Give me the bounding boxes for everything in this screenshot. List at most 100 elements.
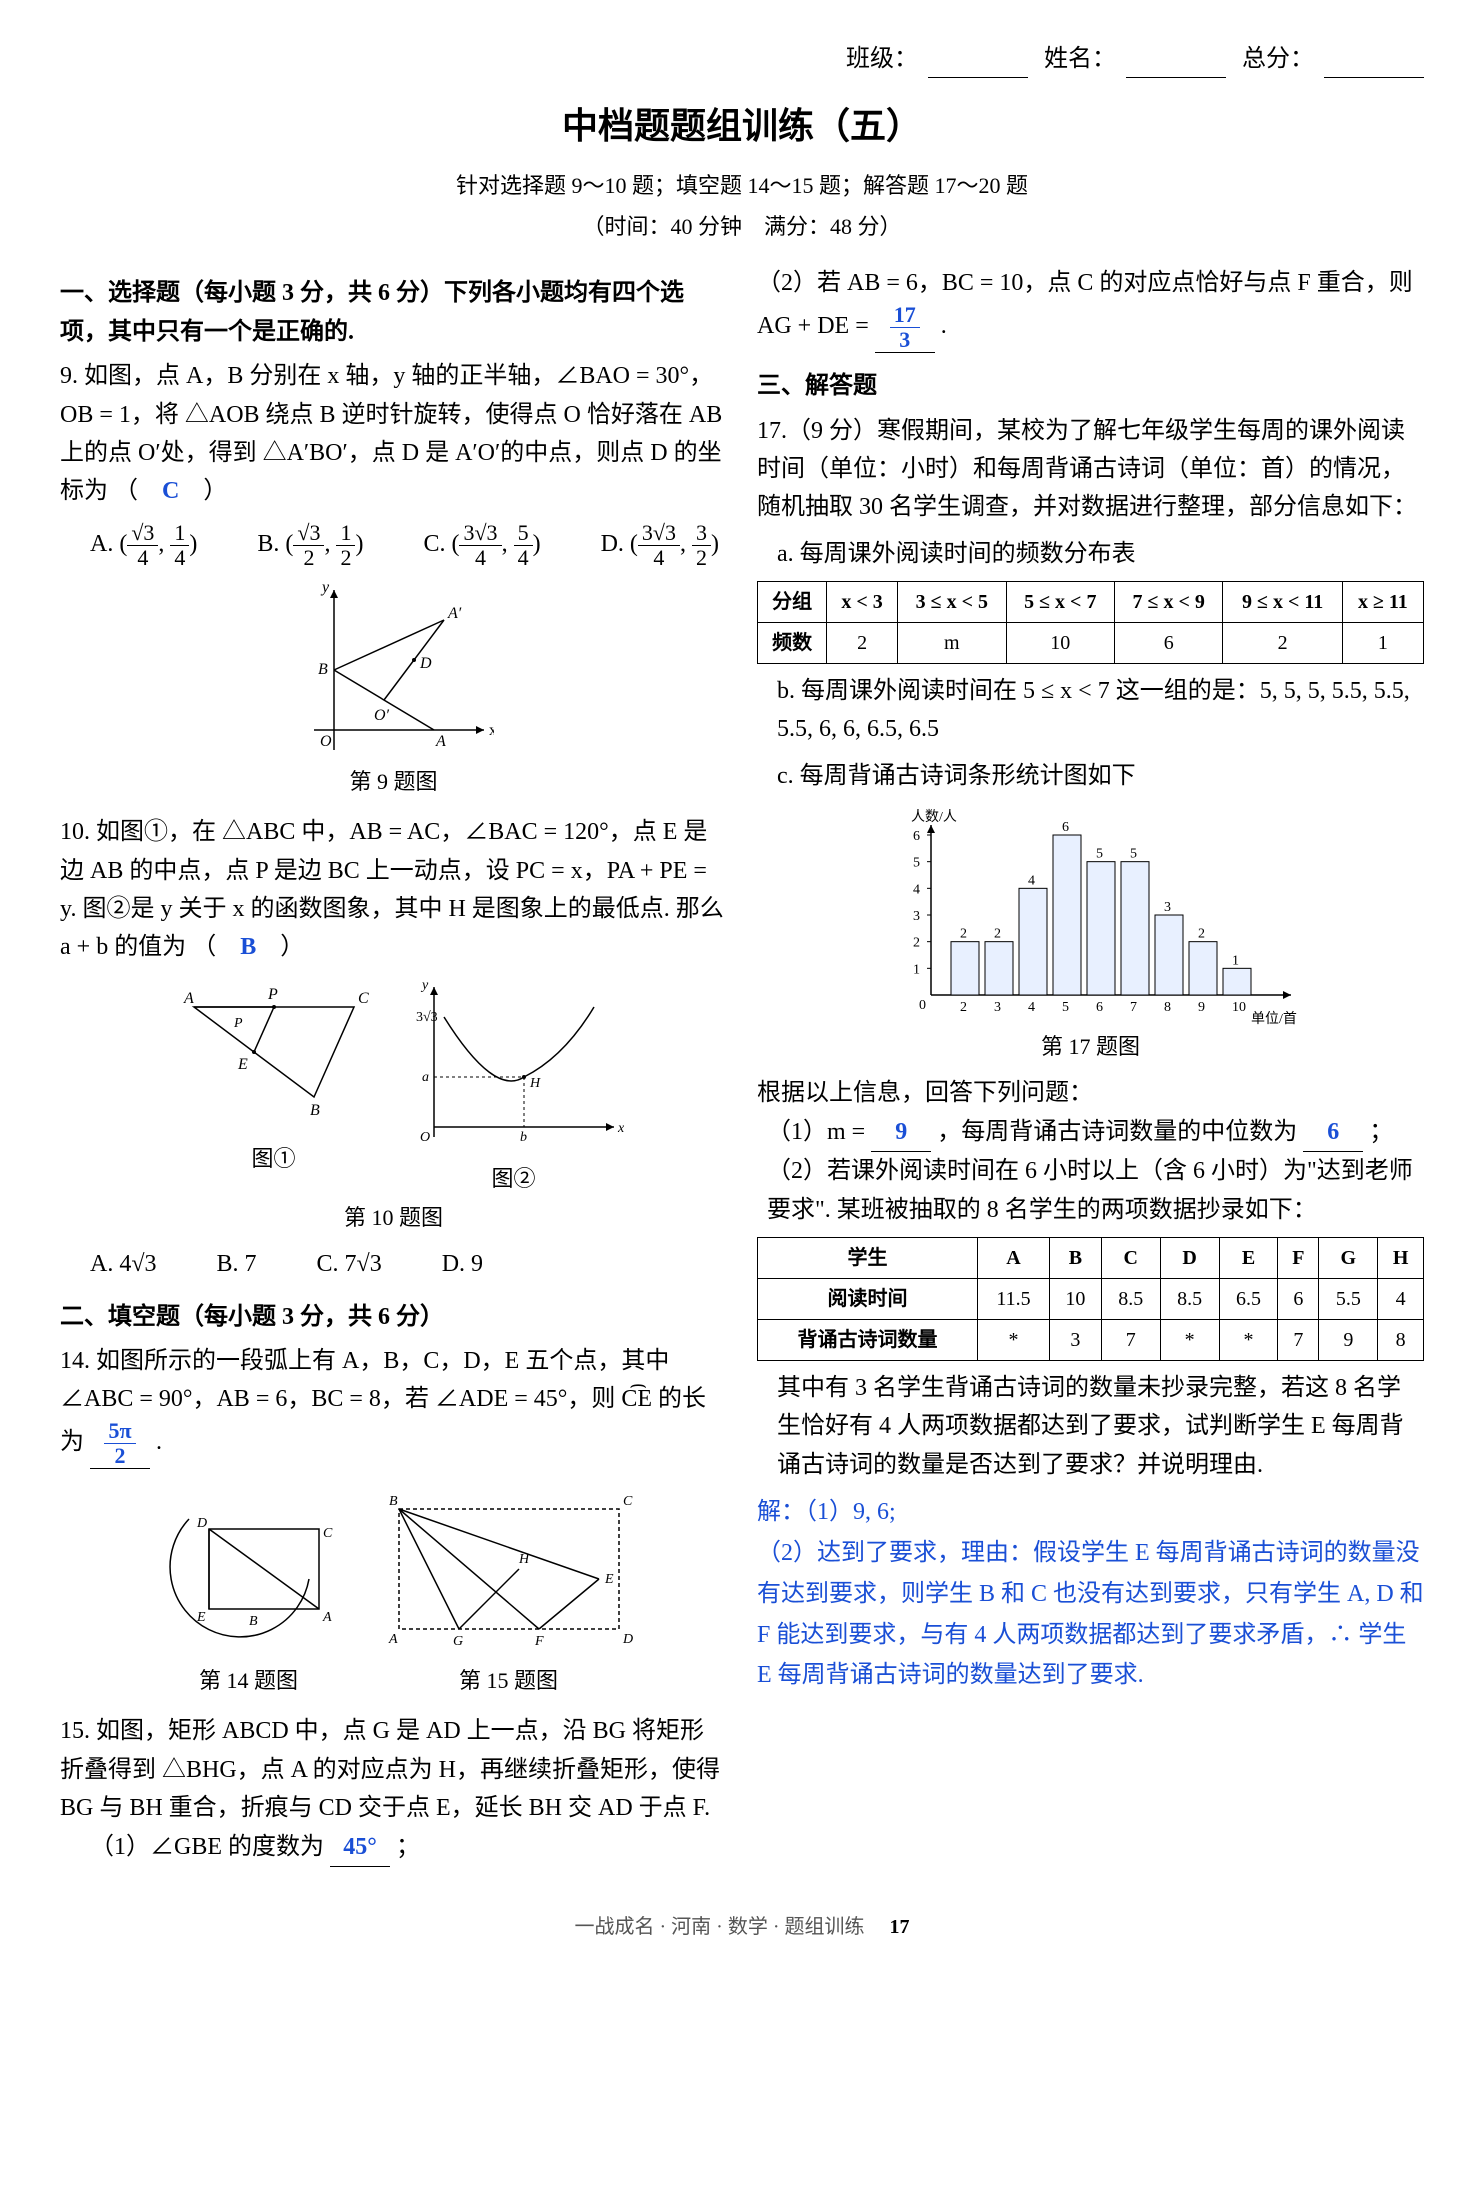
- q17-p2-after: 其中有 3 名学生背诵古诗词的数量未抄录完整，若这 8 名学生恰好有 4 人两项…: [777, 1369, 1424, 1484]
- svg-text:6: 6: [913, 829, 920, 844]
- svg-text:2: 2: [1198, 927, 1205, 942]
- svg-text:E: E: [196, 1610, 206, 1625]
- svg-text:F: F: [534, 1634, 544, 1649]
- q17-solution: 解：（1）9, 6; （2）达到了要求，理由：假设学生 E 每周背诵古诗词的数量…: [757, 1492, 1424, 1696]
- section-1-head: 一、选择题（每小题 3 分，共 6 分）下列各小题均有四个选项，其中只有一个是正…: [60, 274, 727, 351]
- q17-p2: （2）若课外阅读时间在 6 小时以上（含 6 小时）为"达到老师要求". 某班被…: [767, 1152, 1424, 1229]
- svg-text:单位/首: 单位/首: [1251, 1011, 1297, 1025]
- svg-text:10: 10: [1232, 1000, 1246, 1015]
- svg-text:A: A: [183, 990, 194, 1007]
- score-label: 总分：: [1242, 46, 1314, 72]
- svg-text:O: O: [320, 733, 332, 750]
- question-15: 15. 如图，矩形 ABCD 中，点 G 是 AD 上一点，沿 BG 将矩形折叠…: [60, 1712, 727, 1867]
- q17-b: b. 每周课外阅读时间在 5 ≤ x < 7 这一组的是：5, 5, 5, 5.…: [777, 672, 1424, 749]
- svg-text:x: x: [489, 722, 494, 739]
- svg-text:A′: A′: [447, 605, 462, 622]
- svg-text:9: 9: [1198, 1000, 1205, 1015]
- svg-text:0: 0: [919, 998, 926, 1013]
- class-blank[interactable]: [928, 54, 1028, 78]
- class-label: 班级：: [846, 46, 918, 72]
- q14-q15-figures: D C E A B 第 14 题图 B: [60, 1479, 727, 1698]
- svg-text:1: 1: [913, 963, 920, 978]
- q17-table-a: 分组x < 33 ≤ x < 55 ≤ x < 77 ≤ x < 99 ≤ x …: [757, 581, 1424, 664]
- q17-after: 根据以上信息，回答下列问题：: [757, 1074, 1424, 1112]
- svg-text:B: B: [389, 1494, 398, 1509]
- q9-fig-label: 第 9 题图: [60, 764, 727, 799]
- svg-text:7: 7: [1130, 1000, 1137, 1015]
- footer: 一战成名 · 河南 · 数学 · 题组训练 17: [60, 1911, 1424, 1943]
- svg-text:E: E: [237, 1056, 248, 1073]
- svg-text:4: 4: [1028, 1000, 1035, 1015]
- page-title: 中档题题组训练（五）: [60, 98, 1424, 156]
- q10-fig-label: 第 10 题图: [60, 1200, 727, 1235]
- svg-text:O: O: [420, 1130, 430, 1145]
- svg-text:D: D: [419, 655, 432, 672]
- name-blank[interactable]: [1126, 54, 1226, 78]
- question-17: 17.（9 分）寒假期间，某校为了解七年级学生每周的课外阅读时间（单位：小时）和…: [757, 412, 1424, 1697]
- svg-text:b: b: [520, 1130, 527, 1145]
- section-2-head: 二、填空题（每小题 3 分，共 6 分）: [60, 1298, 727, 1336]
- svg-text:3: 3: [1164, 900, 1171, 915]
- q17-c: c. 每周背诵古诗词条形统计图如下: [777, 757, 1424, 795]
- svg-text:H: H: [529, 1076, 541, 1091]
- svg-text:H: H: [518, 1552, 530, 1567]
- svg-text:C: C: [358, 990, 369, 1007]
- svg-text:A: A: [388, 1632, 398, 1647]
- svg-text:8: 8: [1164, 1000, 1171, 1015]
- svg-text:B: B: [318, 661, 328, 678]
- question-14: 14. 如图所示的一段弧上有 A，B，C，D，E 五个点，其中 ∠ABC = 9…: [60, 1342, 727, 1698]
- svg-text:B: B: [310, 1102, 320, 1119]
- page-number: 17: [889, 1916, 909, 1938]
- svg-text:x: x: [617, 1121, 624, 1136]
- svg-text:y: y: [420, 978, 429, 993]
- svg-text:B: B: [249, 1614, 258, 1629]
- q15-text: 如图，矩形 ABCD 中，点 G 是 AD 上一点，沿 BG 将矩形折叠得到 △…: [60, 1718, 720, 1821]
- q15-p2-text: （2）若 AB = 6，BC = 10，点 C 的对应点恰好与点 F 重合，则 …: [757, 270, 1413, 339]
- svg-text:2: 2: [913, 936, 920, 951]
- q17-a: a. 每周课外阅读时间的频数分布表: [777, 535, 1424, 573]
- svg-text:2: 2: [960, 927, 967, 942]
- svg-text:C: C: [623, 1494, 633, 1509]
- q15-p1-answer: 45°: [330, 1828, 390, 1867]
- right-column: （2）若 AB = 6，BC = 10，点 C 的对应点恰好与点 F 重合，则 …: [757, 264, 1424, 1881]
- svg-text:y: y: [320, 580, 330, 596]
- svg-text:a: a: [422, 1070, 429, 1085]
- subtitle-time: （时间：40 分钟 满分：48 分）: [60, 209, 1424, 244]
- svg-text:D: D: [622, 1632, 633, 1647]
- name-label: 姓名：: [1044, 46, 1116, 72]
- svg-text:C: C: [323, 1526, 333, 1541]
- svg-text:5: 5: [1096, 847, 1103, 862]
- q9-options: A. (√34, 14) B. (√32, 12) C. (3√34, 54) …: [90, 521, 727, 570]
- svg-text:5: 5: [913, 856, 920, 871]
- q17-p1-ans1: 9: [871, 1113, 931, 1152]
- q17-bar-chart: 人数/人单位/首01234562223446556573829110 第 17 …: [757, 805, 1424, 1064]
- left-column: 一、选择题（每小题 3 分，共 6 分）下列各小题均有四个选项，其中只有一个是正…: [60, 264, 727, 1881]
- svg-text:O′: O′: [374, 707, 390, 724]
- svg-text:D: D: [196, 1516, 207, 1531]
- svg-text:E: E: [604, 1572, 614, 1587]
- svg-text:G: G: [453, 1634, 463, 1649]
- q9-figure: x y O B A A′ O′ D 第 9 题图: [60, 580, 727, 799]
- svg-text:5: 5: [1130, 847, 1137, 862]
- svg-text:P: P: [233, 1016, 243, 1031]
- q10-answer: B: [240, 934, 256, 960]
- svg-text:3: 3: [994, 1000, 1001, 1015]
- svg-text:P: P: [267, 986, 278, 1003]
- question-9: 9. 如图，点 A，B 分别在 x 轴，y 轴的正半轴，∠BAO = 30°，O…: [60, 357, 727, 799]
- header-fields: 班级： 姓名： 总分：: [60, 40, 1424, 78]
- subtitle-scope: 针对选择题 9～10 题；填空题 14～15 题；解答题 17～20 题: [60, 168, 1424, 203]
- svg-text:3: 3: [913, 909, 920, 924]
- svg-text:4: 4: [1028, 874, 1035, 889]
- section-3-head: 三、解答题: [757, 367, 1424, 405]
- svg-text:3√3: 3√3: [416, 1010, 438, 1025]
- svg-text:1: 1: [1232, 954, 1239, 969]
- q17-intro: 17.（9 分）寒假期间，某校为了解七年级学生每周的课外阅读时间（单位：小时）和…: [757, 412, 1424, 527]
- question-10: 10. 如图①，在 △ABC 中，AB = AC，∠BAC = 120°，点 E…: [60, 813, 727, 1283]
- svg-text:6: 6: [1096, 1000, 1103, 1015]
- q9-answer: C: [162, 478, 179, 504]
- svg-text:人数/人: 人数/人: [911, 809, 957, 825]
- svg-text:4: 4: [913, 883, 920, 898]
- q17-table-b: 学生ABCDEFGH 阅读时间11.5108.58.56.565.54 背诵古诗…: [757, 1237, 1424, 1361]
- q10-figure: A C B E P P 图①: [60, 977, 727, 1235]
- score-blank[interactable]: [1324, 54, 1424, 78]
